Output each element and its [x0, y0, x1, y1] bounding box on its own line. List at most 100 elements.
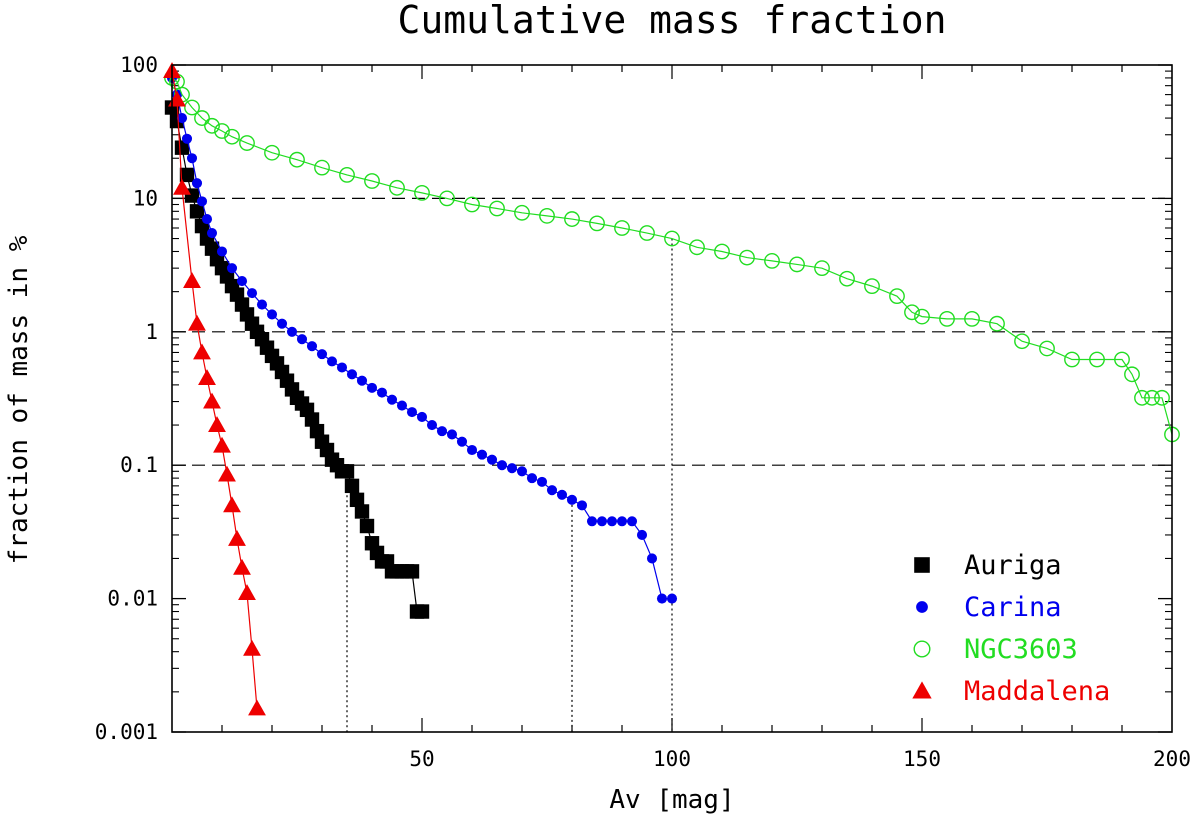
legend-label-carina: Carina [964, 592, 1062, 623]
data-point [416, 411, 428, 422]
series-line-carina [171, 77, 672, 600]
data-point [916, 601, 928, 613]
data-point [216, 246, 228, 257]
data-point [193, 343, 211, 360]
data-point [204, 117, 220, 134]
data-point [183, 272, 201, 288]
data-point [666, 593, 678, 604]
data-point [814, 260, 830, 277]
data-point [314, 159, 330, 176]
data-point [376, 387, 388, 398]
data-point [233, 558, 251, 575]
data-point [516, 466, 528, 477]
data-point [1039, 340, 1055, 357]
legend-label-ngc3603: NGC3603 [964, 634, 1078, 665]
data-point [496, 460, 508, 471]
data-point [626, 516, 638, 527]
data-point [248, 699, 266, 716]
plot-area: 50 100 150 200 100 10 1 0.1 0.01 0.001 [95, 53, 1191, 771]
data-point [556, 489, 568, 500]
data-point [566, 494, 578, 505]
data-point [656, 593, 668, 604]
data-point [349, 492, 365, 508]
data-point [359, 518, 375, 534]
data-point [564, 211, 580, 227]
data-point [904, 304, 920, 321]
data-point [586, 516, 598, 527]
data-point [839, 270, 855, 287]
data-point [739, 249, 755, 266]
data-point [239, 135, 255, 151]
y-axis-label: fraction of mass in % [4, 235, 34, 564]
data-point [168, 90, 186, 107]
data-point [306, 341, 318, 352]
data-point [514, 204, 530, 221]
data-point [203, 392, 221, 409]
data-point [198, 369, 216, 385]
data-point [366, 382, 378, 393]
data-point [276, 318, 288, 329]
data-point [476, 449, 488, 460]
data-point [194, 110, 210, 126]
data-point [606, 516, 618, 527]
data-point [304, 412, 320, 427]
series-line-ngc3603 [171, 77, 1173, 435]
data-point [789, 256, 805, 273]
data-point [289, 151, 305, 168]
x-axis-label: Av [mag] [609, 785, 734, 815]
data-point [354, 504, 370, 519]
data-point [228, 530, 246, 546]
legend: Auriga Carina NGC3603 Maddalena [912, 550, 1110, 707]
data-point [764, 253, 780, 269]
data-point [344, 478, 360, 494]
data-point [186, 153, 198, 164]
data-point [1124, 366, 1140, 383]
series-line-maddalena [171, 71, 258, 709]
data-point [616, 516, 628, 527]
data-point [404, 564, 420, 579]
data-point [214, 123, 230, 139]
x-tick-label: 100 [653, 747, 691, 771]
x-tick-label: 200 [1153, 747, 1191, 771]
data-point [243, 639, 261, 656]
data-point [296, 334, 308, 345]
data-point [406, 407, 418, 418]
data-point [264, 144, 280, 161]
data-point [456, 436, 468, 447]
y-tick-label: 10 [133, 186, 158, 210]
data-point [489, 200, 505, 217]
data-point [614, 220, 630, 236]
data-point [546, 485, 558, 496]
data-point [236, 276, 248, 287]
data-point [486, 454, 498, 465]
data-point [1154, 389, 1170, 406]
data-point [539, 207, 555, 224]
data-point [714, 243, 730, 260]
data-point [414, 604, 430, 619]
data-point [1134, 389, 1150, 406]
data-point [639, 225, 655, 241]
plot-frame [171, 64, 1173, 733]
data-point [914, 557, 930, 573]
data-point [223, 496, 241, 513]
data-point [176, 113, 188, 124]
data-point [326, 356, 338, 367]
data-point [526, 473, 538, 484]
data-point [208, 416, 226, 432]
data-point [646, 553, 658, 564]
data-point [506, 463, 518, 474]
data-point [464, 196, 480, 213]
data-point [889, 288, 905, 305]
data-point [913, 640, 931, 658]
data-point [213, 436, 231, 453]
data-point [184, 99, 200, 116]
data-point [181, 133, 193, 144]
x-tick-label: 150 [903, 747, 941, 771]
data-point [179, 167, 195, 183]
data-point [664, 230, 680, 247]
legend-label-auriga: Auriga [964, 550, 1062, 581]
data-point [201, 214, 213, 225]
data-point [1089, 351, 1105, 368]
data-point [436, 426, 448, 437]
data-point [339, 167, 355, 183]
